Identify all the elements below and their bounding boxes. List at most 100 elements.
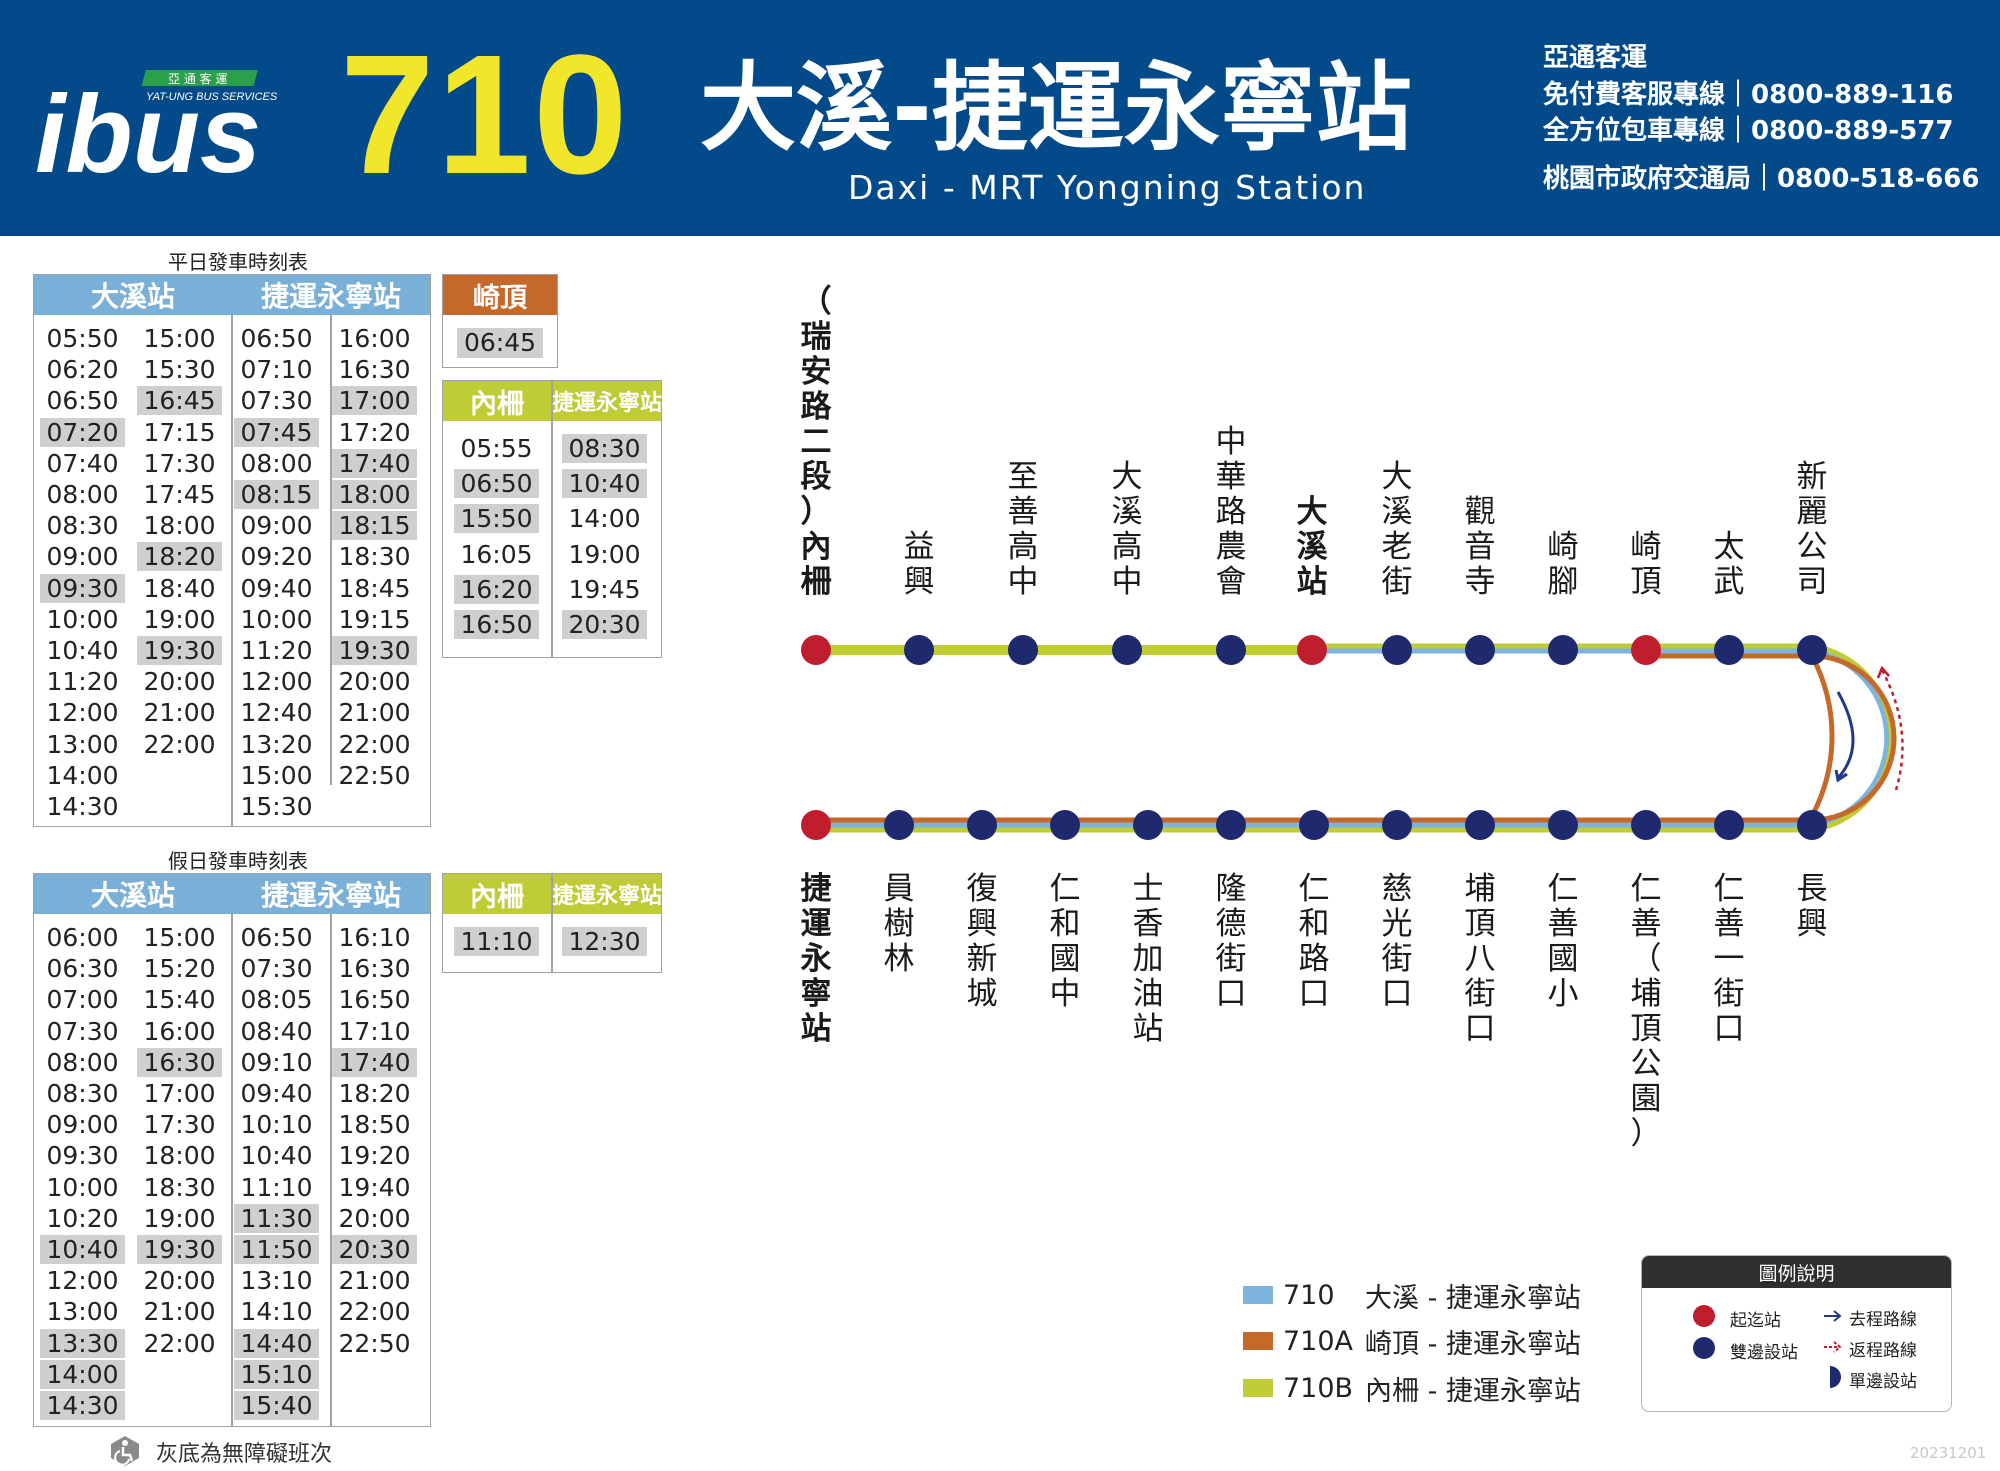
bus-stop-icon: [1465, 810, 1495, 840]
weekday-time-cell: 19:30: [137, 636, 222, 665]
station-label: 仁 善 （ 埔 頂 公 園 ）: [1630, 871, 1662, 1152]
weekday-time-cell: 10:40: [46, 636, 119, 665]
holiday-time-cell: 18:20: [338, 1079, 411, 1108]
station-label: 捷 運 永 寧 站: [800, 871, 832, 1047]
weekday-header-daxi: 大溪站: [34, 275, 232, 315]
holiday-time-cell: 13:10: [240, 1266, 313, 1296]
holiday-time-cell: 08:00: [46, 1047, 119, 1077]
holiday-time-cell: 14:00: [40, 1359, 125, 1389]
holiday-time-cell: 20:00: [143, 1266, 216, 1296]
neili-weekday-time-cell: 16:05: [460, 539, 533, 569]
holiday-time-cell: 18:50: [338, 1110, 411, 1140]
weekday-time-cell: 13:20: [240, 729, 313, 759]
holiday-time-cell: 10:40: [40, 1235, 125, 1264]
station-label: 仁 和 路 口: [1298, 871, 1330, 1012]
holiday-time-cell: 08:40: [240, 1016, 313, 1046]
bus-stop-icon: [1548, 635, 1578, 665]
holiday-time-cell: 21:00: [143, 1297, 216, 1327]
holiday-timetable: 大溪站 捷運永寧站 06:00 06:30 07:00 07:30 08:00 08:30…: [33, 873, 431, 1427]
weekday-time-cell: 07:45: [234, 417, 319, 447]
logo-wordmark: ibus: [35, 73, 261, 182]
neili-weekday-time-cell: 16:20: [454, 574, 539, 604]
holiday-time-cell: 22:50: [338, 1328, 411, 1358]
weekday-time-cell: 15:30: [143, 355, 216, 385]
neili-weekday-time-cell: 05:55: [460, 434, 533, 463]
station-label: 大 溪 站: [1296, 494, 1328, 600]
holiday-time-cell: 20:30: [332, 1235, 417, 1264]
weekday-time-cell: 07:30: [240, 386, 313, 416]
qiding-timetable: 崎頂 06:45: [442, 274, 558, 368]
neili-weekday-time-cell: 19:45: [568, 574, 641, 604]
outbound-legend-icon: [1824, 1310, 1842, 1322]
neili-weekday-header-yongning: 捷運永寧站: [552, 381, 662, 421]
bus-stop-icon: [1631, 810, 1661, 840]
bus-stop-icon: [1050, 810, 1080, 840]
weekday-time-cell: 14:00: [46, 760, 119, 790]
holiday-time-cell: 07:00: [46, 985, 119, 1015]
weekday-time-cell: 06:50: [46, 386, 119, 416]
bus-stop-icon: [1797, 810, 1827, 840]
weekday-time-cell: 15:00: [143, 324, 216, 353]
holiday-time-cell: 06:00: [46, 923, 119, 952]
weekday-time-cell: 08:00: [240, 448, 313, 478]
terminal-stop-icon: [1297, 635, 1327, 665]
legend-outbound-label: 去程路線: [1849, 1310, 1917, 1330]
weekday-time-cell: 09:00: [46, 542, 119, 572]
holiday-time-cell: 10:10: [240, 1110, 313, 1140]
holiday-time-cell: 14:40: [234, 1328, 319, 1358]
holiday-time-cell: 13:30: [40, 1328, 125, 1358]
holiday-time-cell: 15:40: [143, 985, 216, 1015]
holiday-time-cell: 06:30: [46, 954, 119, 984]
weekday-time-cell: 16:45: [137, 386, 222, 416]
weekday-time-cell: 07:10: [240, 355, 313, 385]
weekday-time-cell: 22:00: [338, 729, 411, 759]
weekday-time-cell: 09:30: [40, 573, 125, 603]
holiday-time-cell: 09:30: [46, 1141, 119, 1171]
weekday-time-cell: 08:15: [234, 480, 319, 509]
company-name: 亞通客運: [1543, 43, 1648, 73]
neili-weekday-time-cell: 15:50: [454, 504, 539, 534]
weekday-time-cell: 05:50: [46, 324, 119, 353]
weekday-time-cell: 11:20: [46, 667, 119, 697]
station-label: 益 興: [903, 529, 935, 600]
bus-stop-icon: [1465, 635, 1495, 665]
station-label: 大 溪 高 中: [1111, 459, 1143, 600]
neili-weekday-time-cell: 19:00: [568, 539, 641, 569]
weekday-time-cell: 13:00: [46, 729, 119, 759]
holiday-caption: 假日發車時刻表: [168, 849, 308, 873]
holiday-time-cell: 19:30: [137, 1235, 222, 1264]
weekday-time-cell: 09:00: [240, 511, 313, 541]
station-label: 至 善 高 中: [1007, 459, 1039, 600]
station-label: 隆 德 街 口: [1215, 871, 1247, 1012]
neili-holiday-header-yongning: 捷運永寧站: [552, 874, 662, 914]
bus-stop-icon: [1216, 810, 1246, 840]
station-label: 長 興: [1796, 871, 1828, 942]
terminal-stop-icon: [1631, 635, 1661, 665]
station-label: 士 香 加 油 站: [1132, 871, 1164, 1047]
station-label: 復 興 新 城: [966, 871, 998, 1012]
holiday-time-cell: 09:40: [240, 1079, 313, 1108]
weekday-time-cell: 09:20: [240, 542, 313, 572]
weekday-time-cell: 12:00: [46, 698, 119, 728]
bus-stop-icon: [1216, 635, 1246, 665]
weekday-time-cell: 14:30: [46, 792, 119, 821]
route-number: 710: [340, 20, 630, 210]
bus-stop-icon: [1008, 635, 1038, 665]
terminal-stop-icon: [801, 635, 831, 665]
holiday-time-cell: 18:00: [143, 1141, 216, 1171]
station-label: 慈 光 街 口: [1381, 871, 1413, 1012]
bus-stop-icon: [1797, 635, 1827, 665]
station-label: 新 麗 公 司: [1796, 459, 1828, 600]
bus-stop-icon: [967, 810, 997, 840]
weekday-time-cell: 08:30: [46, 511, 119, 541]
weekday-time-cell: 18:30: [338, 542, 411, 572]
holiday-time-cell: 15:40: [234, 1391, 319, 1420]
station-label: 仁 和 國 中: [1049, 871, 1081, 1012]
neili-weekday-header: 內柵: [443, 381, 551, 421]
weekday-caption: 平日發車時刻表: [168, 250, 308, 274]
holiday-time-cell: 15:10: [234, 1359, 319, 1389]
weekday-time-cell: 17:20: [338, 417, 411, 447]
weekday-time-cell: 20:00: [338, 667, 411, 697]
station-label: （ 瑞 安 路 二 段 ） 內 柵: [800, 284, 832, 600]
bus-stop-icon: [1299, 810, 1329, 840]
